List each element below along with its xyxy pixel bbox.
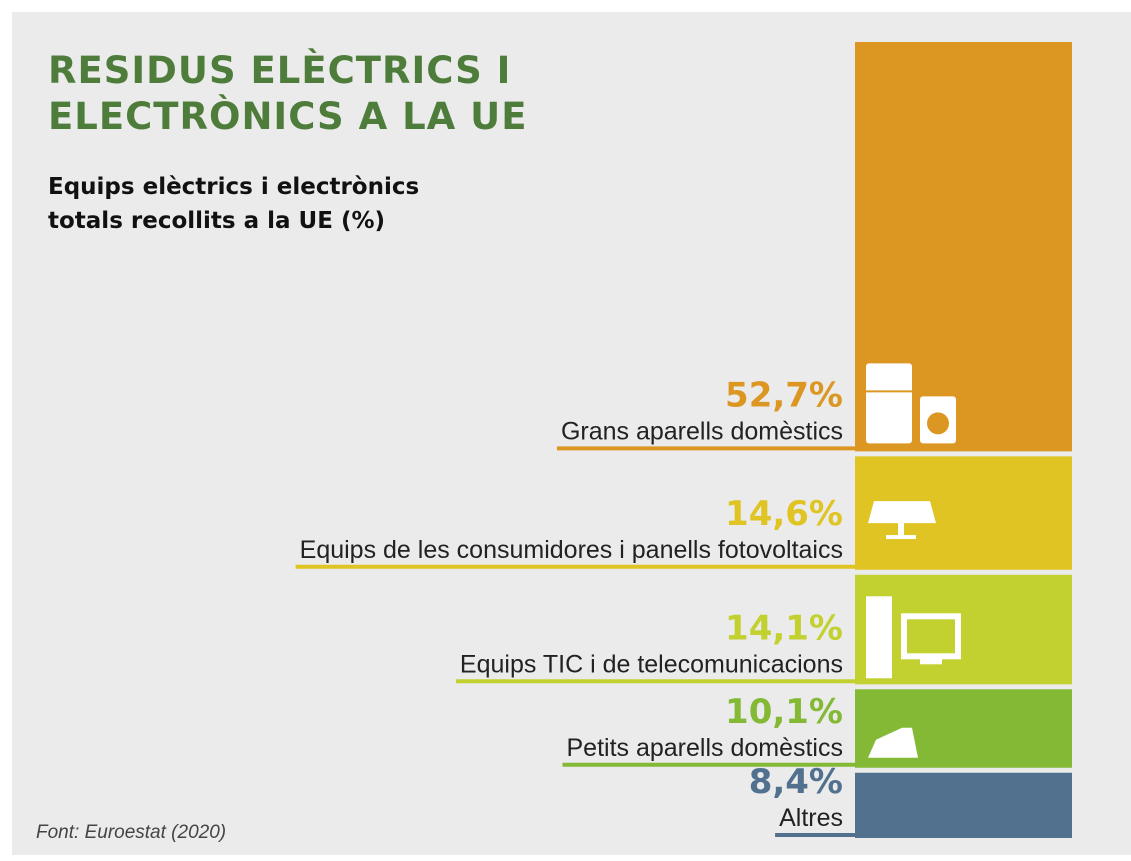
icon xyxy=(901,613,961,660)
chart-title: RESIDUS ELÈCTRICS I ELECTRÒNICS A LA UE xyxy=(48,49,528,138)
category-label: Equips de les consumidores i panells fot… xyxy=(300,536,843,564)
icon xyxy=(886,535,916,540)
icon xyxy=(866,363,912,444)
chart-subtitle: Equips elèctrics i electrònics totals re… xyxy=(48,174,420,234)
bar-segment xyxy=(855,772,1072,838)
icon xyxy=(920,658,942,665)
category-label: Grans aparells domèstics xyxy=(561,417,843,445)
value-label: 52,7% xyxy=(725,375,843,415)
source: Font: Euroestat (2020) xyxy=(36,822,227,843)
category-label: Petits aparells domèstics xyxy=(566,734,843,762)
icon xyxy=(868,727,918,758)
value-label: 14,1% xyxy=(725,608,843,648)
value-label: 10,1% xyxy=(725,692,843,732)
icon xyxy=(866,596,892,679)
category-label: Equips TIC i de telecomunicacions xyxy=(460,650,843,678)
value-label: 14,6% xyxy=(725,494,843,534)
value-label: 8,4% xyxy=(749,762,843,802)
icon xyxy=(927,412,949,435)
icon xyxy=(868,501,936,524)
category-label: Altres xyxy=(779,804,843,832)
icon xyxy=(898,523,904,538)
